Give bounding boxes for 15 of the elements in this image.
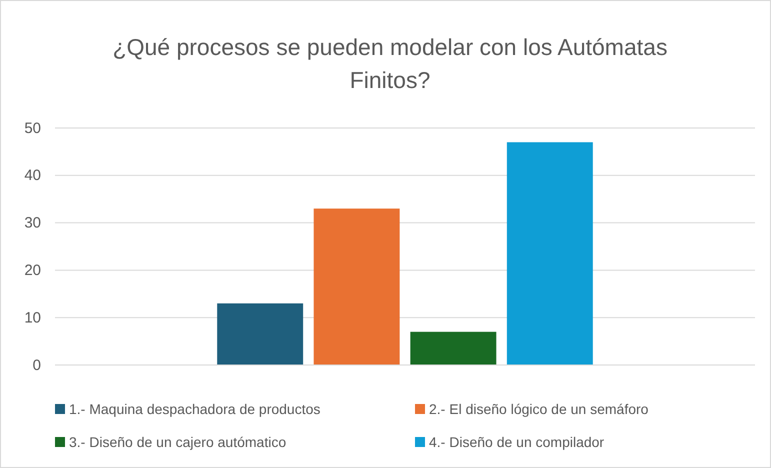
legend-label: 3.- Diseño de un cajero autómatico: [69, 434, 286, 450]
bar: [314, 208, 400, 365]
y-tick-label: 40: [24, 167, 41, 184]
legend-label: 1.- Maquina despachadora de productos: [69, 401, 320, 417]
chart-title: ¿Qué procesos se pueden modelar con los Autómatas Finitos?: [112, 34, 668, 93]
y-tick-label: 0: [32, 356, 41, 374]
y-tick-label: 20: [24, 262, 41, 279]
bar: [217, 303, 304, 365]
bar: [410, 332, 496, 365]
y-tick-label: 10: [24, 309, 41, 326]
bar: [506, 142, 593, 365]
y-tick-label: 50: [24, 120, 41, 137]
legend-label: 4.- Diseño de un compilador: [429, 434, 604, 450]
y-tick-label: 30: [24, 214, 41, 232]
legend-label: 2.- El diseño lógico de un semáforo: [429, 401, 649, 417]
